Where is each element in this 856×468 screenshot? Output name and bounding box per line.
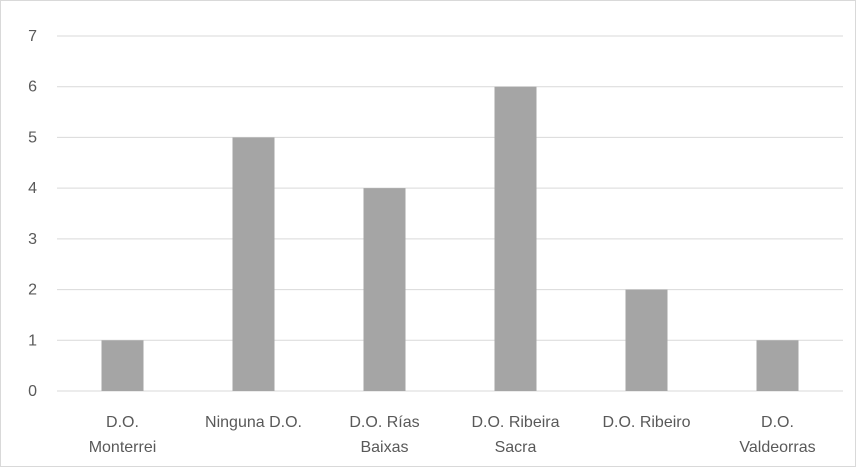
bar <box>625 289 668 391</box>
bar <box>756 340 799 391</box>
y-tick-label: 5 <box>28 129 37 146</box>
x-category-label: D.O. Monterrei <box>89 414 157 456</box>
bar <box>232 137 275 391</box>
x-category-label: D.O. Valdeorras <box>739 414 815 456</box>
y-tick-label: 0 <box>28 383 37 400</box>
gridlines <box>57 35 843 392</box>
x-category-label: D.O. Rías Baixas <box>349 414 419 456</box>
y-tick-label: 6 <box>28 79 37 96</box>
x-category-label: D.O. Ribeiro <box>602 414 690 431</box>
x-category-label: D.O. Ribeira Sacra <box>471 414 559 456</box>
y-tick-label: 3 <box>28 231 37 248</box>
y-tick-label: 4 <box>28 180 37 197</box>
y-tick-label: 7 <box>28 28 37 45</box>
bar <box>494 86 537 391</box>
bars <box>101 86 799 391</box>
y-tick-label: 1 <box>28 332 37 349</box>
bar <box>101 340 144 391</box>
x-axis-categories: D.O. Monterrei Ninguna D.O. D.O. Rías Baixas… <box>89 414 816 456</box>
y-tick-label: 2 <box>28 282 37 299</box>
x-category-label: Ninguna D.O. <box>205 414 302 431</box>
y-axis-ticks: 0 1 2 3 4 5 6 7 <box>28 28 37 400</box>
bar <box>363 188 406 391</box>
